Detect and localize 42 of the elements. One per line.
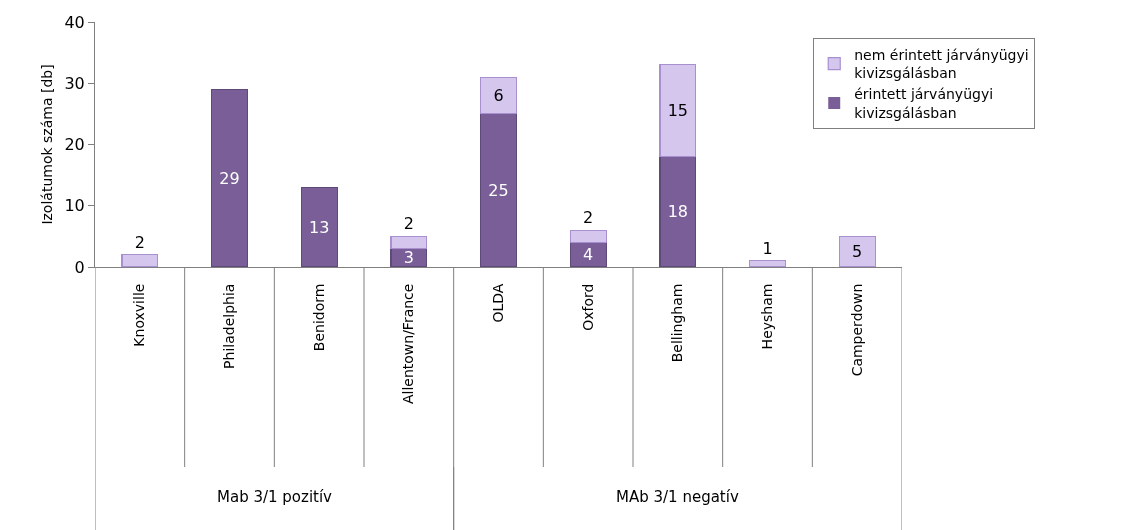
x-tick-label: Philadelphia — [221, 283, 238, 369]
y-tick-label: 30 — [64, 73, 85, 93]
x-tick-label: Bellingham — [669, 283, 686, 363]
data-label: 25 — [488, 180, 509, 200]
data-label: 2 — [403, 214, 414, 234]
text: MAb 3/1 negatív — [616, 488, 739, 506]
bar — [300, 186, 338, 267]
bar — [210, 88, 249, 267]
x-tick-label: Knoxville — [131, 283, 148, 347]
data-label: 15 — [667, 101, 689, 121]
data-label: 3 — [403, 248, 414, 268]
bar — [479, 76, 518, 115]
bar — [748, 260, 787, 267]
data-label: 5 — [852, 242, 863, 262]
y-tick-label: 40 — [64, 12, 85, 32]
x-tick-label: Allentown/France — [400, 283, 417, 405]
text: Mab 3/1 pozitív — [217, 488, 333, 506]
y-tick-label: 20 — [64, 135, 85, 155]
bar — [659, 156, 697, 267]
data-label: 4 — [583, 245, 594, 265]
data-label: 13 — [308, 217, 330, 237]
data-label: 18 — [667, 202, 689, 222]
x-tick-label: OLDA — [490, 283, 507, 323]
bar — [569, 229, 607, 244]
data-label: 1 — [762, 238, 773, 258]
x-tick-label: Heysham — [759, 283, 776, 350]
data-label: 6 — [493, 86, 504, 105]
x-tick-label: Camperdown — [848, 283, 865, 377]
data-label: 29 — [219, 168, 240, 188]
bar — [479, 113, 518, 267]
bar — [659, 64, 697, 158]
y-tick-label: 0 — [74, 257, 85, 277]
legend-label: érintett járványügyi kivizsgálásban — [854, 86, 994, 121]
y-tick-label: 10 — [64, 196, 85, 216]
data-label: 2 — [134, 232, 145, 252]
x-tick-label: Benidorm — [310, 283, 327, 352]
x-tick-label: Oxford — [579, 283, 596, 331]
bar — [390, 235, 428, 250]
bar — [121, 254, 159, 267]
bar — [838, 235, 876, 267]
y-axis-title: Izolátumok száma [db] — [39, 64, 56, 225]
data-label: 2 — [583, 208, 594, 228]
